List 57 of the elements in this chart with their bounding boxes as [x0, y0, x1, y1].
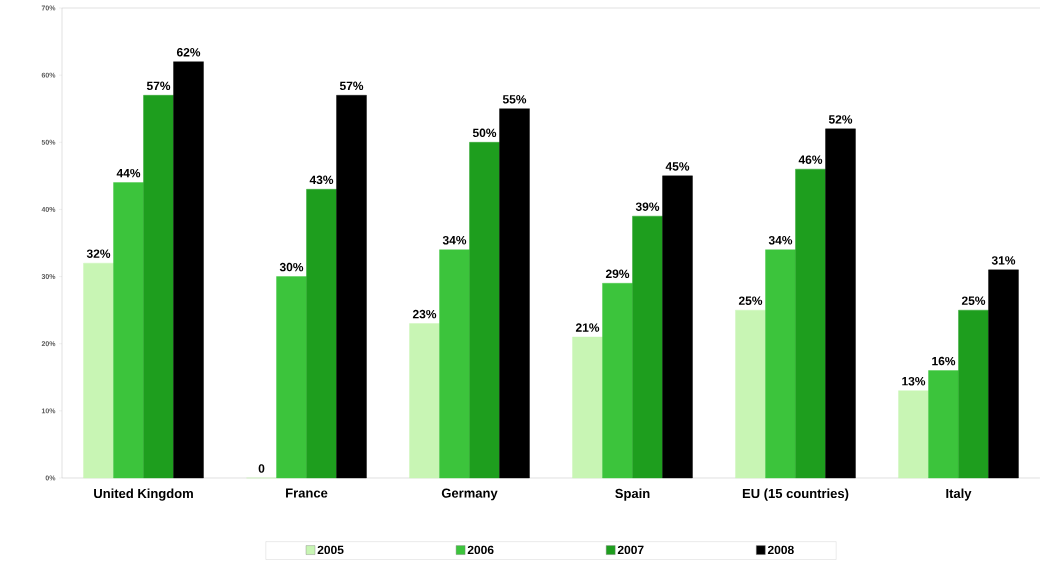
data-label: 39%	[635, 202, 660, 211]
data-label: 25%	[738, 296, 763, 305]
data-label: 34%	[442, 236, 467, 245]
x-tick-label: EU (15 countries)	[742, 488, 849, 501]
bar	[409, 323, 440, 479]
bar	[306, 189, 337, 479]
bar	[469, 142, 500, 479]
data-label: 29%	[605, 269, 630, 279]
bar	[988, 269, 1019, 479]
bar	[602, 283, 633, 479]
legend-label: 2005	[317, 545, 344, 555]
bar	[572, 336, 603, 479]
data-label: 30%	[279, 262, 304, 272]
bar	[765, 249, 796, 479]
data-label: 43%	[309, 175, 334, 185]
data-label: 45%	[665, 162, 690, 171]
bar	[499, 108, 530, 479]
data-label: 21%	[575, 323, 600, 332]
legend-label: 2007	[617, 545, 644, 555]
legend-label: 2006	[467, 545, 494, 555]
data-label: 50%	[472, 128, 497, 138]
x-tick-label: Spain	[615, 488, 650, 501]
legend-label: 2008	[767, 545, 794, 555]
x-tick-label: Italy	[946, 488, 972, 501]
bar	[143, 95, 174, 479]
bar	[113, 182, 144, 479]
bar	[336, 95, 367, 479]
x-tick-label: Germany	[441, 488, 498, 501]
bar	[795, 168, 826, 479]
bar	[825, 128, 856, 479]
bar	[928, 370, 959, 479]
x-tick-label: United Kingdom	[94, 488, 193, 501]
data-label: 52%	[828, 115, 853, 124]
data-label: 34%	[768, 236, 793, 245]
data-label: 57%	[146, 81, 171, 91]
bar	[958, 309, 989, 479]
data-label: 31%	[991, 256, 1016, 265]
bar	[662, 175, 693, 479]
data-label: 23%	[412, 309, 437, 319]
data-label: 46%	[798, 155, 823, 164]
data-label: 25%	[961, 296, 986, 305]
bar	[83, 262, 114, 479]
data-label: 44%	[116, 168, 141, 178]
data-label: 0	[258, 464, 265, 473]
data-label: 62%	[176, 48, 201, 57]
data-label: 57%	[339, 81, 364, 91]
bar	[735, 309, 766, 479]
bar	[632, 215, 663, 479]
x-tick-label: France	[286, 488, 328, 498]
bar	[898, 390, 929, 479]
data-label: 13%	[902, 376, 926, 386]
bar	[439, 249, 470, 479]
data-label: 16%	[932, 356, 956, 366]
bar	[173, 61, 204, 479]
data-label: 32%	[86, 249, 111, 258]
bar	[276, 276, 307, 479]
data-label: 55%	[502, 95, 527, 104]
